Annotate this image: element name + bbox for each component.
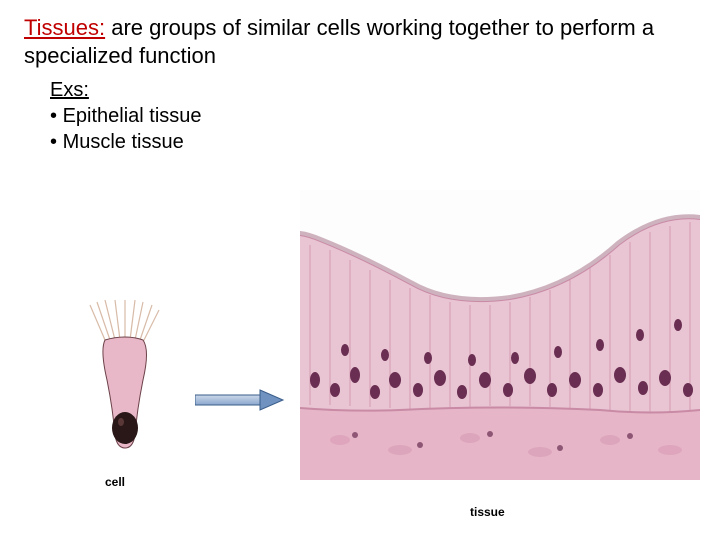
- arrow-icon: [195, 388, 285, 417]
- example-list: Exs: • Epithelial tissue • Muscle tissue: [0, 71, 720, 155]
- cell-image: [85, 300, 165, 450]
- heading-term: Tissues:: [24, 15, 105, 40]
- caption-cell: cell: [105, 475, 125, 489]
- heading-rest: are groups of similar cells working toge…: [24, 15, 654, 68]
- tissue-image: [300, 190, 700, 480]
- heading: Tissues: are groups of similar cells wor…: [0, 0, 720, 71]
- list-item: • Epithelial tissue: [50, 103, 720, 129]
- caption-tissue: tissue: [470, 505, 505, 519]
- list-item: • Muscle tissue: [50, 129, 720, 155]
- exs-label: Exs:: [50, 77, 720, 103]
